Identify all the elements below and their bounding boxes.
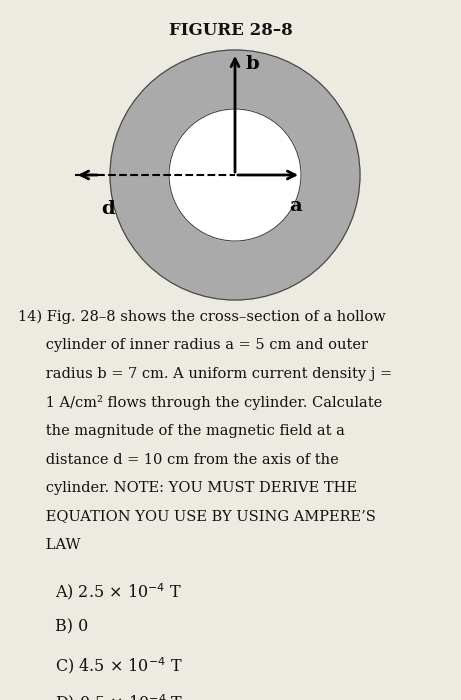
- Text: A) 2.5 $\times$ 10$^{-4}$ T: A) 2.5 $\times$ 10$^{-4}$ T: [55, 582, 182, 603]
- Text: radius b = 7 cm. A uniform current density j =: radius b = 7 cm. A uniform current densi…: [18, 367, 392, 381]
- Text: the magnitude of the magnetic field at a: the magnitude of the magnetic field at a: [18, 424, 345, 438]
- Text: b: b: [245, 55, 259, 73]
- Text: LAW: LAW: [18, 538, 81, 552]
- Text: distance d = 10 cm from the axis of the: distance d = 10 cm from the axis of the: [18, 452, 339, 466]
- Text: cylinder of inner radius a = 5 cm and outer: cylinder of inner radius a = 5 cm and ou…: [18, 339, 368, 353]
- Text: d: d: [101, 200, 115, 218]
- Text: FIGURE 28–8: FIGURE 28–8: [169, 22, 292, 39]
- Text: EQUATION YOU USE BY USING AMPERE’S: EQUATION YOU USE BY USING AMPERE’S: [18, 510, 376, 524]
- Text: C) 4.5 $\times$ 10$^{-4}$ T: C) 4.5 $\times$ 10$^{-4}$ T: [55, 655, 183, 676]
- Text: D) 0.5 $\times$ 10$^{-4}$ T: D) 0.5 $\times$ 10$^{-4}$ T: [55, 692, 183, 700]
- Text: B) 0: B) 0: [55, 619, 88, 636]
- Circle shape: [110, 50, 360, 300]
- Circle shape: [169, 109, 301, 241]
- Text: 1 A/cm² flows through the cylinder. Calculate: 1 A/cm² flows through the cylinder. Calc…: [18, 395, 382, 410]
- Text: a: a: [290, 197, 302, 215]
- Text: 14) Fig. 28–8 shows the cross–section of a hollow: 14) Fig. 28–8 shows the cross–section of…: [18, 310, 386, 324]
- Text: cylinder. NOTE: YOU MUST DERIVE THE: cylinder. NOTE: YOU MUST DERIVE THE: [18, 481, 357, 495]
